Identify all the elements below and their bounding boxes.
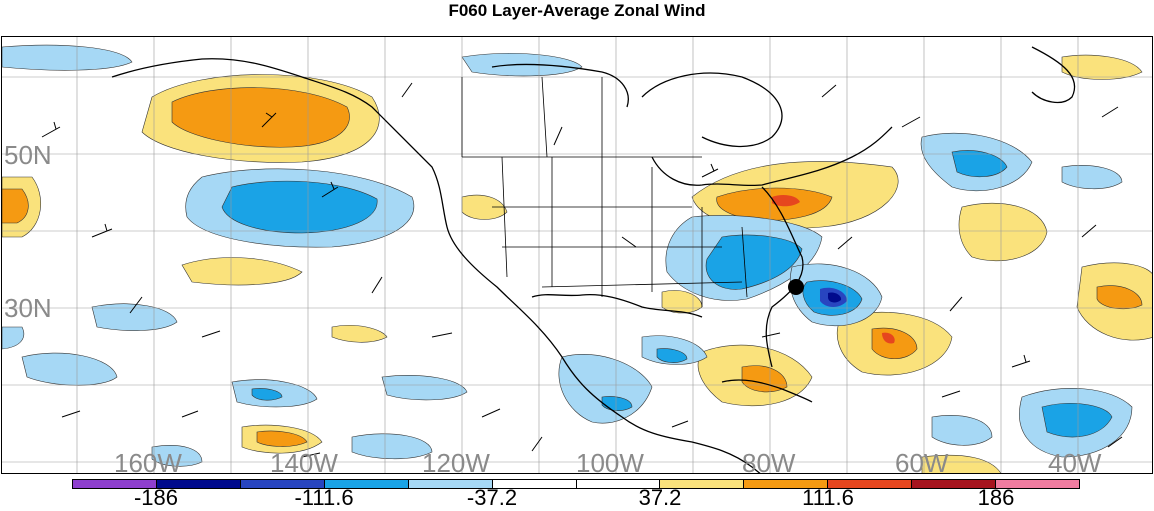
colorbar-segment xyxy=(996,480,1080,488)
colorbar-segment xyxy=(408,480,493,488)
colorbar-segment xyxy=(576,480,661,488)
colorbar-segment xyxy=(828,480,913,488)
longitude-label-100w: 100W xyxy=(576,448,644,474)
longitude-label-120w: 120W xyxy=(422,448,490,474)
latitude-label-30n: 30N xyxy=(4,293,52,323)
positive-anomaly-peak xyxy=(772,194,895,344)
lat-lon-grid xyxy=(2,37,1152,473)
state-borders xyxy=(461,76,748,307)
longitude-label-160w: 160W xyxy=(114,448,182,474)
colorbar-segment xyxy=(744,480,829,488)
colorbar-segment xyxy=(912,480,997,488)
latitude-label-50n: 50N xyxy=(4,140,52,170)
colorbar-label: -111.6 xyxy=(294,485,354,510)
colorbar-label: 186 xyxy=(977,485,1015,510)
longitude-label-60w: 60W xyxy=(895,448,949,474)
positive-anomaly-strong xyxy=(2,87,1143,447)
colorbar-label: -186 xyxy=(133,485,179,510)
colorbar-segment xyxy=(73,480,157,488)
map-canvas xyxy=(2,37,1152,473)
coastlines xyxy=(111,46,1076,473)
colorbar-segment xyxy=(240,480,325,488)
colorbar-label: -37.2 xyxy=(466,485,518,510)
map-title: F060 Layer-Average Zonal Wind xyxy=(448,1,706,20)
negative-anomaly-peak xyxy=(828,292,842,303)
negative-anomaly-moderate xyxy=(221,150,1113,438)
wind-barbs xyxy=(41,82,1123,458)
colorbar-segment xyxy=(492,480,577,488)
colorbar-segment xyxy=(156,480,241,488)
map-panel: 50N 30N 160W 140W 120W 100W 80W 60W 40W xyxy=(1,36,1153,474)
colorbar-segment xyxy=(660,480,745,488)
colorbar-label: 111.6 xyxy=(802,485,854,510)
colorbar-segment xyxy=(324,480,409,488)
longitude-label-80w: 80W xyxy=(742,448,796,474)
colorbar xyxy=(72,479,1080,489)
negative-anomaly-light xyxy=(2,44,1133,467)
storm-center-dot xyxy=(788,279,804,295)
colorbar-label: 37.2 xyxy=(638,485,682,510)
longitude-label-40w: 40W xyxy=(1048,448,1102,474)
longitude-label-140w: 140W xyxy=(270,448,338,474)
